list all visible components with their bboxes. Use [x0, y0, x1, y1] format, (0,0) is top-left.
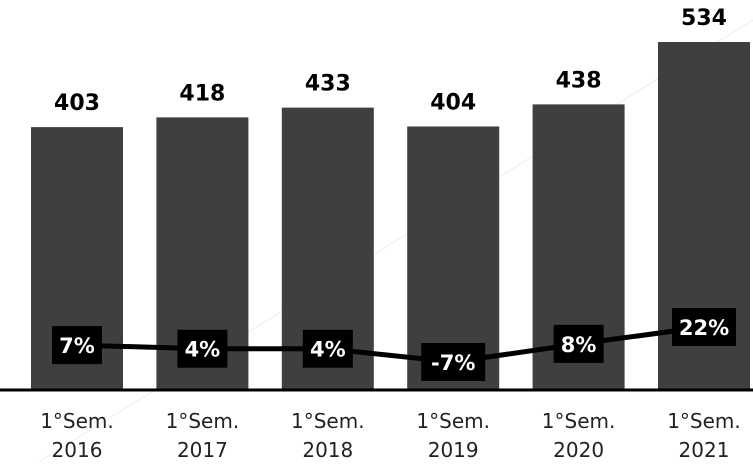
category-label-line-4-0: 1°Sem.: [542, 409, 616, 433]
bar-value-label-4: 438: [556, 68, 602, 93]
category-label-line-1-1: 2017: [177, 438, 228, 461]
category-labels-layer: 1°Sem. 2016 1°Sem. 2017 1°Sem. 2018 1°Sem. 2019…: [40, 409, 741, 462]
category-label-line-1-0: 1°Sem.: [166, 409, 240, 433]
bar-value-label-2: 433: [305, 72, 351, 97]
growth-labels-layer: 7% 4% 4% -7% 8% 22%: [52, 308, 736, 381]
growth-label-5: 22%: [679, 316, 729, 340]
category-label-3: 1°Sem. 2019: [416, 409, 490, 461]
bar-value-label-0: 403: [54, 91, 100, 116]
category-label-line-3-0: 1°Sem.: [416, 409, 490, 433]
bar-value-label-1: 418: [179, 81, 225, 106]
growth-label-3: -7%: [431, 351, 475, 375]
category-label-5: 1°Sem. 2021: [667, 409, 741, 461]
growth-label-box-3: [421, 343, 486, 381]
category-label-line-4-1: 2020: [553, 438, 604, 461]
category-label-line-0-0: 1°Sem.: [40, 409, 114, 433]
growth-label-4: 8%: [561, 333, 597, 357]
growth-label-box-4: [553, 324, 604, 363]
decorative-diagonal-line: [39, 19, 753, 462]
category-label-line-5-1: 2021: [679, 438, 730, 461]
growth-label-1: 4%: [185, 338, 221, 362]
bar-value-label-5: 534: [681, 6, 727, 31]
growth-label-box-5: [672, 308, 736, 346]
growth-label-box-2: [302, 329, 353, 368]
bar-values-layer: 403 418 433 404 438 534: [54, 6, 727, 116]
category-label-2: 1°Sem. 2018: [291, 409, 365, 461]
growth-label-box-0: [52, 326, 102, 365]
growth-label-box-1: [177, 329, 228, 368]
growth-label-2: 4%: [310, 338, 346, 362]
category-label-line-0-1: 2016: [52, 438, 103, 461]
category-label-line-2-1: 2018: [302, 438, 353, 461]
category-label-4: 1°Sem. 2020: [542, 409, 616, 461]
category-label-line-3-1: 2019: [428, 438, 479, 461]
category-label-1: 1°Sem. 2017: [166, 409, 240, 461]
bar-value-label-3: 404: [430, 90, 476, 115]
category-label-line-5-0: 1°Sem.: [667, 409, 741, 433]
category-label-line-2-0: 1°Sem.: [291, 409, 365, 433]
growth-label-0: 7%: [59, 334, 95, 358]
category-label-0: 1°Sem. 2016: [40, 409, 114, 461]
